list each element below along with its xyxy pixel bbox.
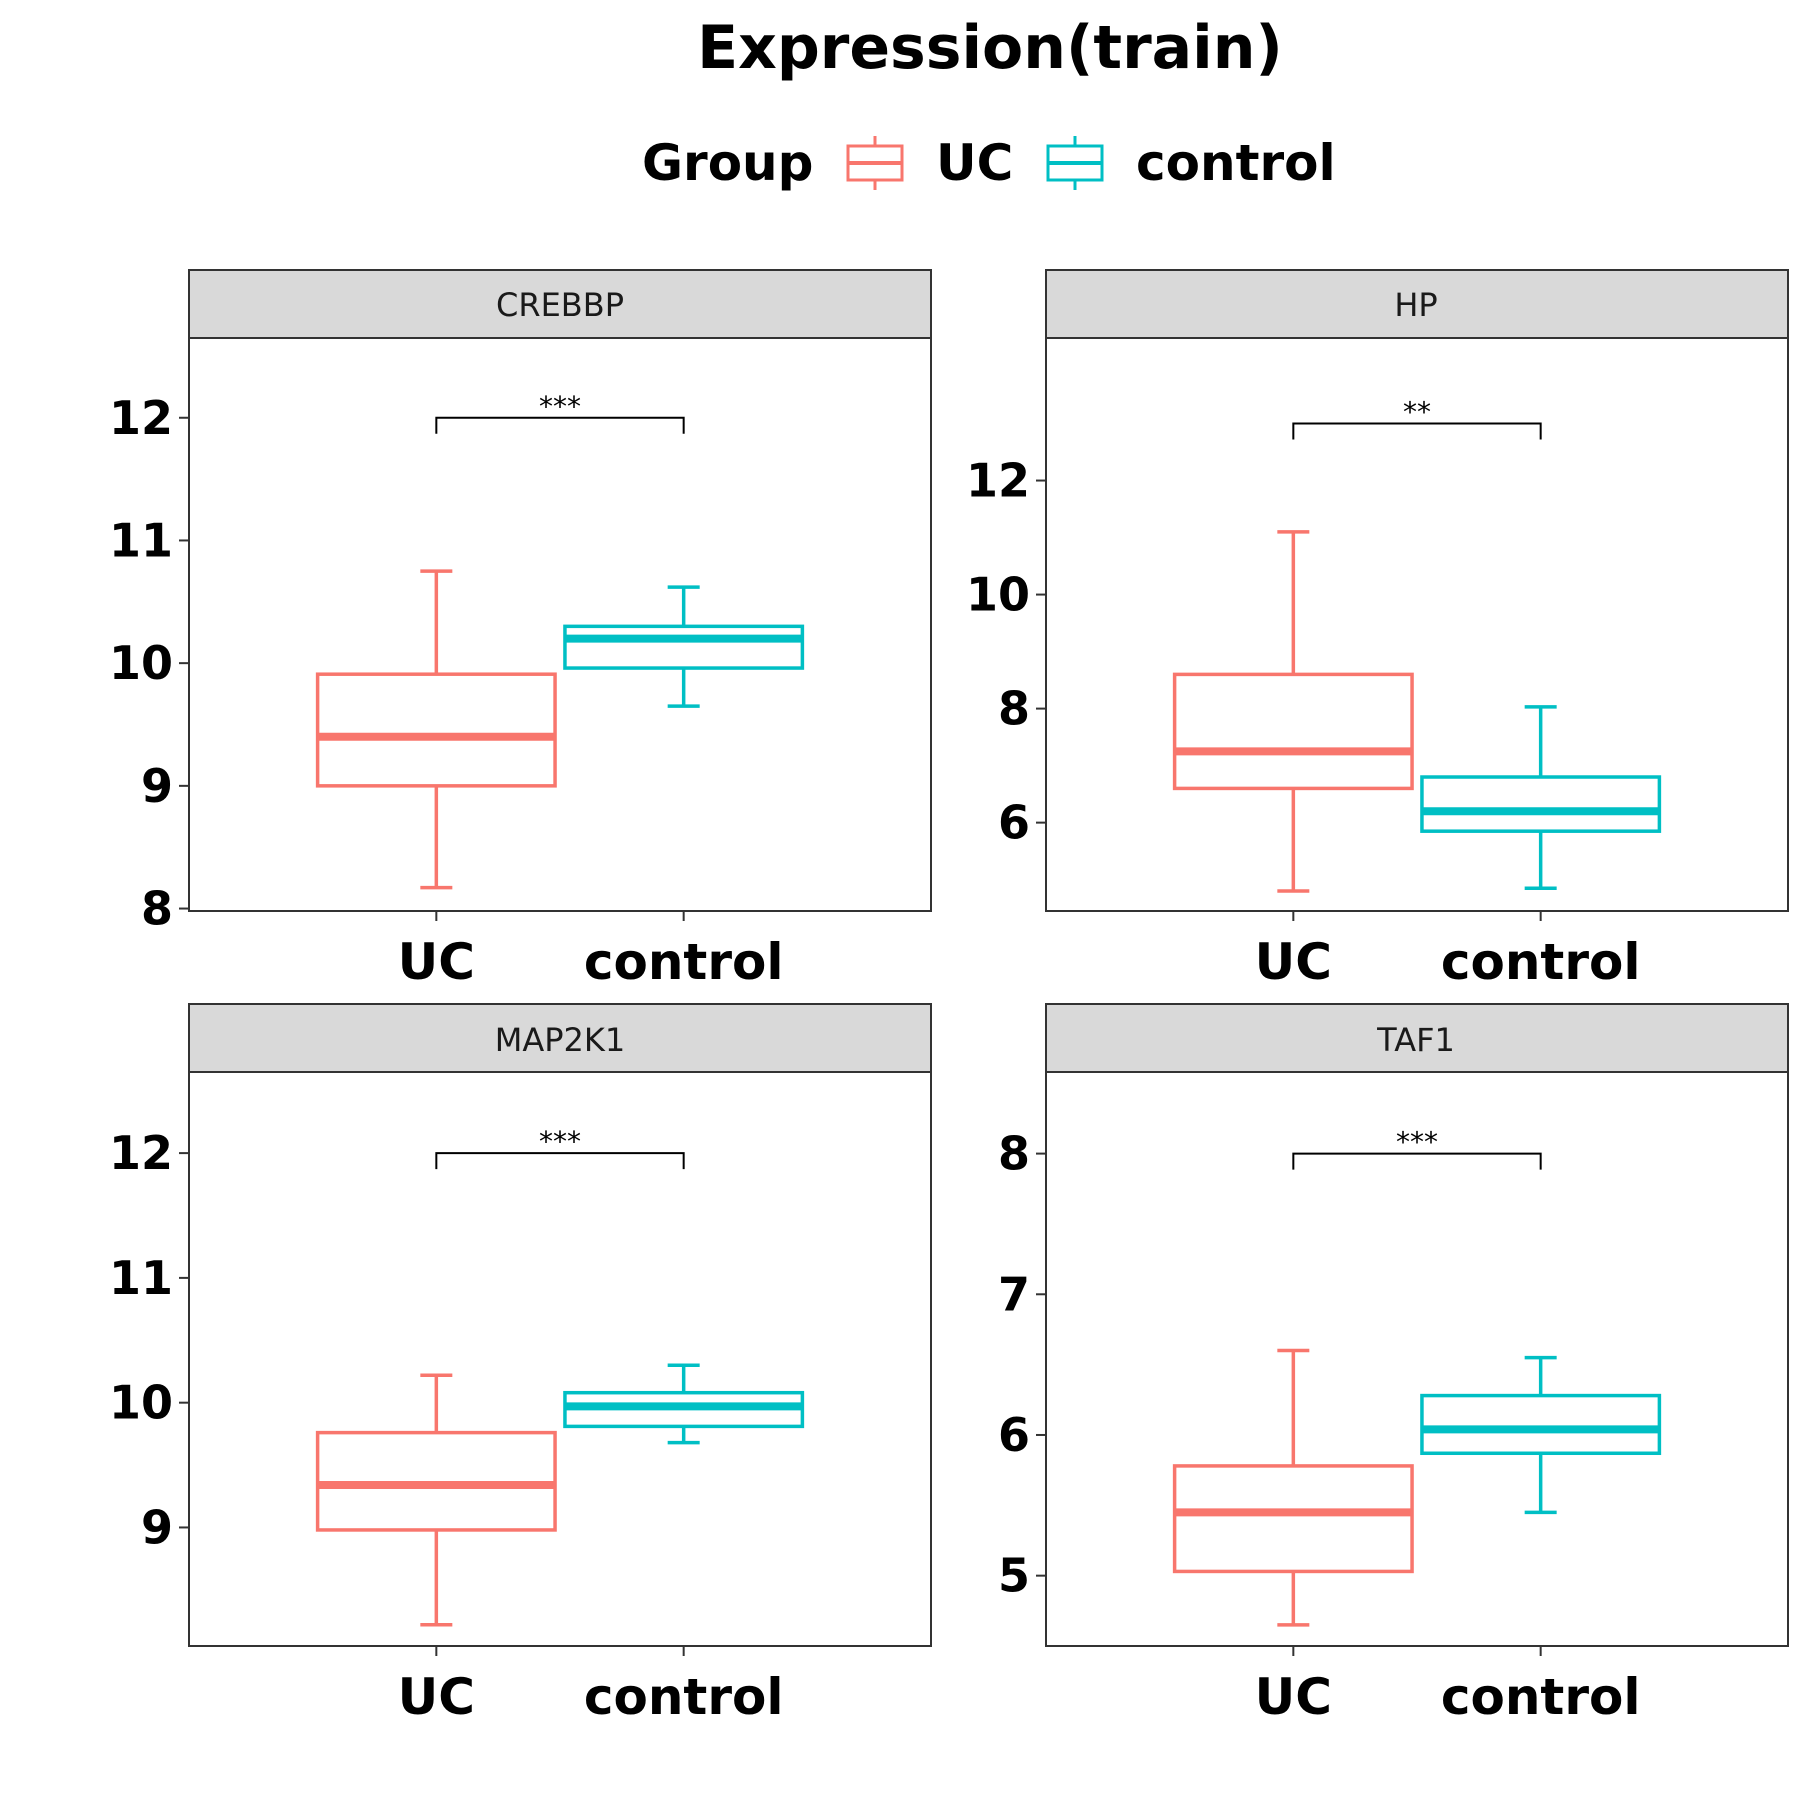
y-tick-label: 10	[966, 568, 1030, 622]
panel-border	[1045, 337, 1789, 912]
x-tick-label: UC	[1255, 933, 1332, 991]
significance-bracket	[435, 1152, 685, 1170]
significance-bracket	[1292, 1152, 1542, 1170]
strip-label-crebbp: CREBBP	[496, 286, 624, 324]
legend-label-control: control	[1136, 134, 1336, 192]
y-tick-label: 8	[998, 1127, 1030, 1181]
chart-title: Expression(train)	[697, 13, 1283, 83]
y-tick-label: 7	[998, 1267, 1030, 1321]
panel-taf1: TAF1 5 6 7 8 UC control ***	[998, 1003, 1789, 1726]
strip-background	[1045, 269, 1789, 339]
y-tick-label: 9	[141, 759, 173, 813]
box-control	[563, 1363, 805, 1445]
box-control	[563, 585, 805, 708]
panel-hp: HP 6 8 10 12 UC control **	[966, 269, 1789, 991]
significance-label: **	[1403, 396, 1431, 429]
y-tick-label: 10	[109, 636, 173, 690]
x-tick-label: control	[1441, 1668, 1641, 1726]
legend-key-uc	[846, 136, 904, 190]
strip-label-map2k1: MAP2K1	[495, 1021, 626, 1059]
y-tick-label: 12	[109, 1126, 173, 1180]
box-iqr	[1172, 672, 1414, 791]
y-tick-label: 6	[998, 1408, 1030, 1462]
y-tick-label: 5	[998, 1549, 1030, 1603]
significance-label: ***	[1396, 1126, 1438, 1159]
x-tick-label: UC	[398, 1668, 475, 1726]
box-uc	[315, 569, 557, 890]
x-tick-label: control	[1441, 933, 1641, 991]
y-tick-label: 8	[141, 882, 173, 936]
significance-bracket	[435, 416, 685, 434]
x-tick-label: UC	[398, 933, 475, 991]
significance-bracket	[1292, 422, 1542, 440]
box-control	[1420, 705, 1662, 890]
x-tick-label: control	[584, 1668, 784, 1726]
panel-border	[1045, 1071, 1789, 1647]
box-control	[1420, 1355, 1662, 1515]
strip-label-hp: HP	[1394, 286, 1437, 324]
y-tick-label: 6	[998, 796, 1030, 850]
strip-label-taf1: TAF1	[1376, 1021, 1455, 1059]
panel-crebbp: CREBBP 8 9 10 11 12 UC control ***	[109, 269, 932, 991]
panel-map2k1: MAP2K1 9 10 11 12 UC control ***	[109, 1003, 932, 1726]
box-iqr	[315, 672, 557, 788]
box-iqr	[563, 624, 805, 670]
box-iqr	[1420, 1393, 1662, 1456]
y-tick-label: 8	[998, 682, 1030, 736]
box-iqr	[1420, 775, 1662, 833]
x-tick-label: control	[584, 933, 784, 991]
y-tick-label: 9	[141, 1500, 173, 1554]
legend-label-uc: UC	[936, 134, 1013, 192]
x-tick-label: UC	[1255, 1668, 1332, 1726]
significance-label: ***	[539, 390, 581, 423]
box-uc	[315, 1373, 557, 1627]
y-tick-label: 11	[109, 1251, 173, 1305]
panel-border	[188, 1071, 932, 1647]
legend-key-control	[1046, 136, 1104, 190]
legend-title: Group	[642, 134, 813, 192]
y-tick-label: 11	[109, 513, 173, 567]
strip-background	[188, 1003, 932, 1073]
panel-border	[188, 337, 932, 912]
strip-background	[188, 269, 932, 339]
box-uc	[1172, 1348, 1414, 1627]
significance-label: ***	[539, 1125, 581, 1158]
box-uc	[1172, 530, 1414, 893]
y-tick-label: 12	[966, 454, 1030, 508]
box-iqr	[1172, 1464, 1414, 1574]
y-tick-label: 10	[109, 1376, 173, 1430]
legend: Group UC control	[642, 134, 1336, 192]
strip-background	[1045, 1003, 1789, 1073]
y-tick-label: 12	[109, 391, 173, 445]
